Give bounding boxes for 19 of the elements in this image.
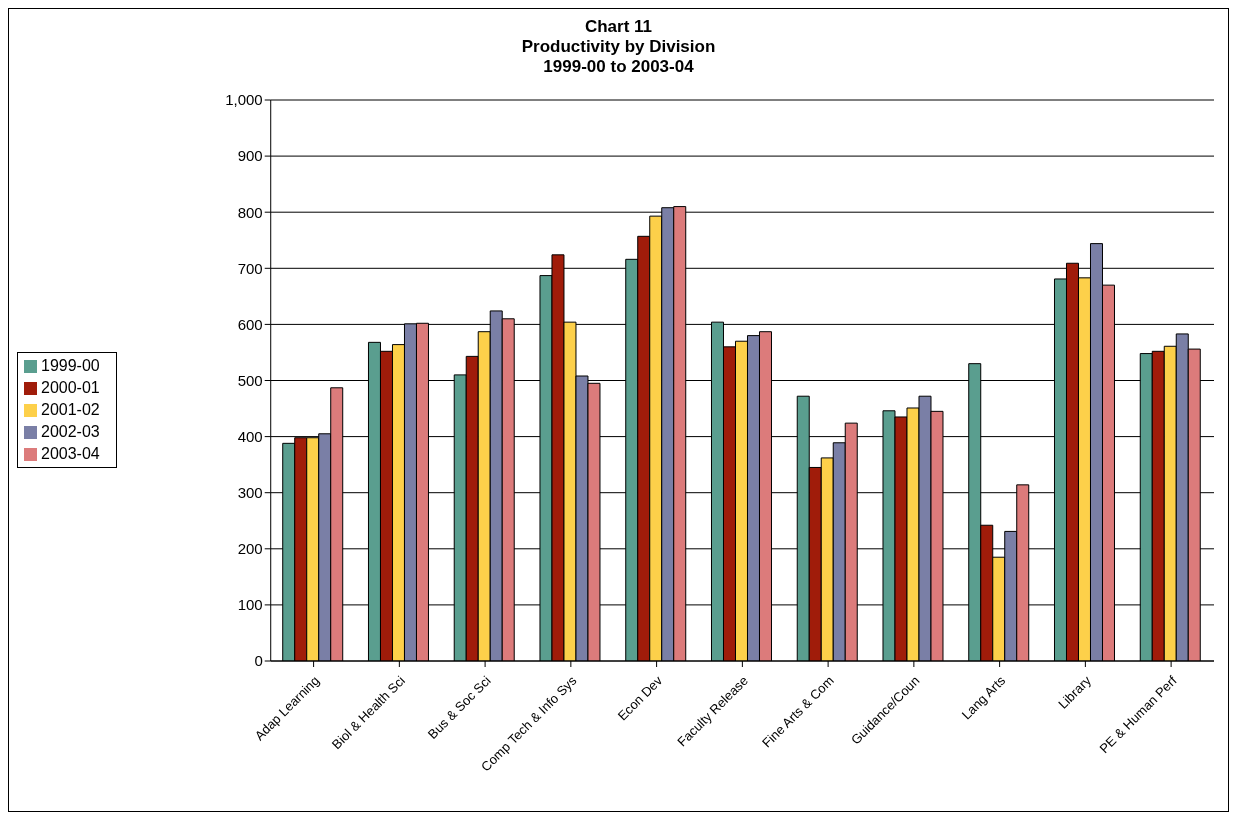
y-tick-label: 300	[237, 484, 263, 502]
legend-label: 1999-00	[41, 357, 100, 374]
legend-label: 2000-01	[41, 379, 100, 396]
y-tick-label: 500	[237, 371, 263, 389]
y-tick-label: 1,000	[225, 91, 263, 109]
y-tick-label: 800	[237, 203, 263, 221]
y-tick-label: 200	[237, 540, 263, 558]
y-tick-label: 0	[254, 652, 263, 670]
legend-label: 2003-04	[41, 445, 100, 462]
y-tick-label: 400	[237, 427, 263, 445]
y-tick-label: 100	[237, 596, 263, 614]
x-tick-label: Bus & Soc Sci	[424, 672, 494, 742]
x-tick-label: Fine Arts & Com	[759, 672, 837, 751]
legend-label: 2002-03	[41, 423, 100, 440]
y-tick-label: 600	[237, 315, 263, 333]
chart-title: Chart 11 Productivity by Division 1999-00 to 2003-04	[520, 17, 717, 77]
y-tick-label: 700	[237, 259, 263, 277]
legend-label: 2001-02	[41, 401, 100, 418]
y-tick-label: 900	[237, 147, 263, 165]
